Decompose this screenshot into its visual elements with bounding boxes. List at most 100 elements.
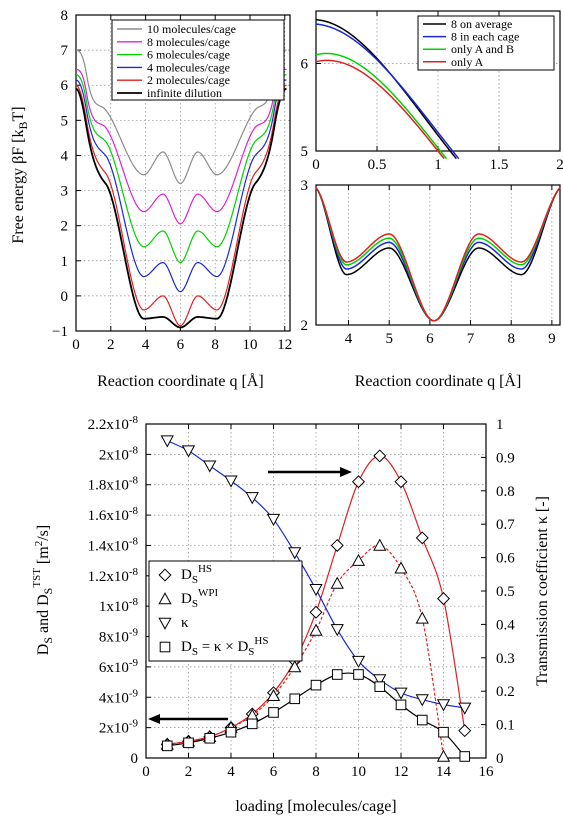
panel-d-ytick-right-label: 0: [496, 751, 504, 767]
panel-c-xtick-label: 9: [548, 331, 556, 347]
panel-d-legend-marker: [159, 641, 171, 653]
panel-d-data-point: [309, 623, 323, 636]
panel-d-left-axis-arrow-head: [148, 714, 160, 724]
panel-a-plot-frame: [75, 14, 291, 332]
panel-d-legend-label: DSWPI: [181, 587, 218, 610]
panel-d-ytick-right-label: 0.1: [496, 718, 515, 734]
panel-d-ytick-right-label: 0.2: [496, 684, 515, 700]
panel-a-ytick-label: 8: [61, 8, 69, 24]
panel-b-xtick-label: 2: [556, 157, 563, 173]
panel-d-data-point: [268, 707, 279, 718]
panel-c-xtick-label: 4: [345, 331, 353, 347]
panel-d-data-point: [351, 475, 366, 489]
panel-d-data-point: [394, 687, 408, 700]
panel-c-xtick-label: 8: [507, 331, 515, 347]
panel-d-data-point: [330, 624, 344, 637]
panel-a-ytick-label: 1: [61, 254, 69, 270]
panel-a-series-line: [75, 84, 287, 327]
panel-b-series-line: [315, 23, 460, 160]
panel-d-data-point: [161, 740, 173, 752]
panel-d-data-point: [395, 699, 407, 711]
panel-a-series-line: [75, 49, 287, 185]
panel-a-ytick-label: 7: [61, 43, 69, 59]
panel-d-legend-marker: [158, 617, 172, 630]
panel-d-ytick-right-label: 0.9: [496, 450, 515, 466]
panel-a-xtick-label: 4: [142, 337, 150, 353]
panel-d-legend-label: κ: [181, 615, 189, 631]
panel-d-xtick-label: 14: [436, 764, 452, 780]
panel-d-xtick-label: 2: [185, 764, 193, 780]
panel-d-data-point: [204, 732, 216, 744]
panel-d-data-point: [415, 531, 429, 545]
panel-c-xtick-label: 7: [467, 331, 475, 347]
panel-b-legend-label: 8 in each cage: [451, 30, 519, 44]
panel-c-xlabel: Reaction coordinate q [Å]: [355, 372, 522, 390]
panel-d-data-point: [225, 726, 237, 738]
panel-d-ylabel-right: Transmission coefficient κ [-]: [534, 496, 551, 686]
panel-d-right-axis-arrow-head: [340, 467, 352, 477]
panel-a-ytick-label: 6: [61, 78, 69, 94]
panel-d-data-point: [415, 694, 429, 707]
panel-c-series-line: [315, 187, 561, 322]
panel-d-data-point: [416, 714, 428, 726]
panel-c-grid: [348, 185, 553, 325]
panel-d-data-point: [436, 592, 451, 606]
panel-d-data-point: [330, 538, 344, 552]
panel-d-data-point: [394, 561, 408, 574]
panel-a-legend-label: infinite dilution: [147, 86, 222, 100]
panel-d-data-point: [374, 681, 386, 692]
panel-d-ytick-label: 1.8x10-8: [88, 475, 139, 494]
panel-a-ylabel: Free energy βF [kBT]: [10, 106, 30, 243]
panel-d-data-point: [288, 660, 302, 673]
panel-b-legend-label: 8 on average: [451, 17, 512, 31]
panel-d-data-point: [309, 584, 323, 597]
panel-c-xtick-label: 6: [426, 331, 434, 347]
panel-a-legend-box: [111, 19, 285, 101]
panel-b-legend-label: only A: [451, 55, 484, 69]
panel-d-data-point: [203, 460, 217, 473]
panel-a-series-line: [75, 68, 287, 225]
panel-d-data-point: [289, 693, 301, 705]
panel-d-xtick-label: 8: [312, 764, 320, 780]
panel-a-xtick-label: 8: [211, 337, 219, 353]
panel-d-ytick-label: 2x10-9: [99, 718, 139, 737]
panel-a-xtick-label: 6: [177, 337, 185, 353]
panel-a-ytick-label: −1: [52, 324, 68, 340]
panel-d-legend-marker: [158, 592, 172, 605]
panel-a-legend-label: 6 molecules/cage: [147, 48, 230, 62]
panel-d-ytick-label: 8x10-9: [99, 627, 139, 646]
panel-a-xtick-label: 12: [277, 337, 292, 353]
panel-d-ylabel: DS and DSTST [m2/s]: [31, 525, 55, 655]
panel-d-data-point: [436, 699, 451, 712]
panel-a-series-line: [75, 87, 287, 329]
panel-a-ytick-label: 2: [61, 219, 69, 235]
panel-d-xtick-label: 0: [142, 764, 150, 780]
panel-b-xtick-label: 0: [312, 157, 320, 173]
panel-d-data-point: [181, 445, 196, 458]
panel-c-xtick-label: 5: [385, 331, 393, 347]
panel-d-data-point: [266, 513, 281, 527]
panel-d-xtick-label: 6: [270, 764, 278, 780]
panel-d-xlabel: loading [molecules/cage]: [235, 798, 396, 815]
panel-d-data-point: [224, 475, 238, 488]
panel-a-series-line: [75, 74, 287, 264]
panel-d-data-point: [183, 737, 194, 749]
panel-a-xtick-label: 10: [242, 337, 257, 353]
panel-d-legend-label: DS = κ × DSHS: [181, 635, 268, 658]
panel-d-data-point: [351, 655, 366, 668]
panel-b-series-line: [315, 52, 448, 160]
panel-d-data-point: [245, 492, 259, 505]
panel-d-ytick-label: 6x10-9: [99, 657, 139, 676]
panel-d-data-point: [246, 718, 258, 730]
panel-d-ytick-label: 1x10-8: [99, 596, 139, 615]
panel-d-ytick-label: 4x10-9: [99, 687, 139, 706]
panel-d-ytick-right-label: 0.5: [496, 584, 515, 600]
panel-d-ytick-label: 2x10-8: [99, 444, 139, 463]
panel-c-plot-frame: [315, 184, 561, 326]
panel-d-ytick-label: 1.6x10-8: [88, 505, 139, 524]
panel-d-data-point: [331, 669, 343, 680]
panel-d-data-point: [309, 605, 323, 619]
panel-d-data-point: [458, 724, 472, 738]
panel-d-data-point: [436, 749, 451, 762]
